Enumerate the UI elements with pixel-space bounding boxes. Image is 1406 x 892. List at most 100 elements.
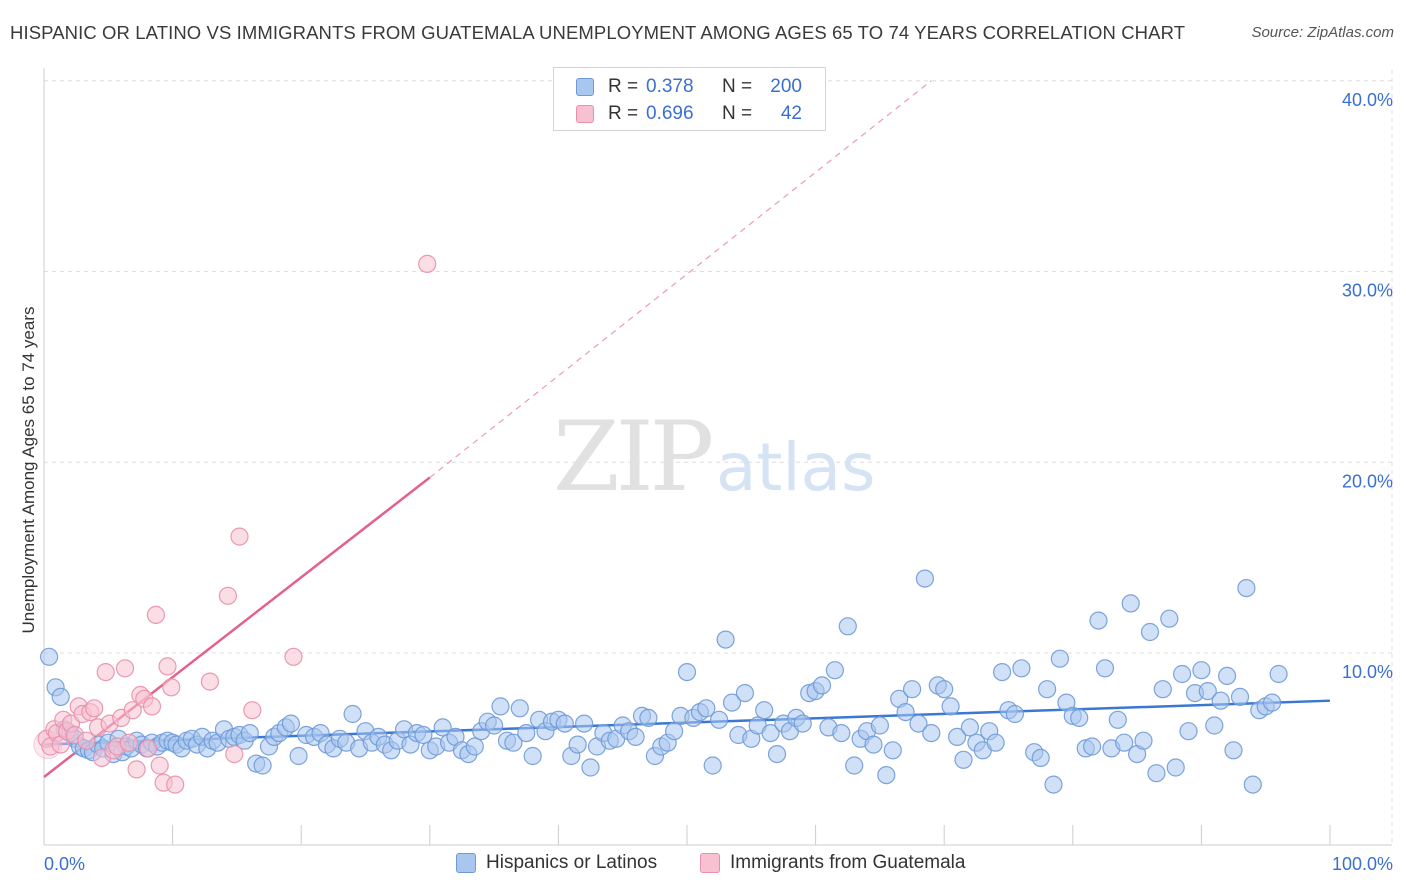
point-hispanics — [1262, 693, 1282, 712]
point-hispanics — [1140, 622, 1160, 642]
source-label: Source: ZipAtlas.com — [1251, 24, 1394, 41]
point-hispanics — [343, 704, 362, 724]
point-hispanics — [639, 708, 658, 728]
point-hispanics — [755, 701, 774, 720]
point-hispanics — [902, 680, 922, 699]
point-hispanics — [845, 756, 864, 775]
point-hispanics — [664, 722, 684, 741]
legend-r-value: 0.696 — [646, 103, 694, 124]
point-hispanics — [1192, 661, 1211, 680]
point-hispanics — [281, 714, 300, 733]
point-hispanics — [1237, 578, 1256, 598]
point-guatemala — [123, 701, 142, 720]
point-hispanics — [832, 723, 851, 743]
point-hispanics — [568, 735, 587, 754]
point-hispanics — [1108, 710, 1127, 729]
point-hispanics — [870, 716, 890, 735]
y-axis-label-wrap: Unemployment Among Ages 65 to 74 years — [14, 290, 44, 650]
bottom-legend-guatemala: Immigrants from Guatemala — [700, 852, 965, 874]
point-hispanics — [1031, 748, 1050, 768]
point-hispanics — [504, 733, 523, 752]
point-hispanics — [947, 727, 967, 747]
point-hispanics — [1089, 611, 1108, 630]
point-hispanics — [812, 676, 832, 695]
point-hispanics — [1166, 758, 1185, 777]
point-guatemala — [85, 699, 104, 718]
point-hispanics — [677, 662, 697, 682]
legend-swatch-blue — [576, 78, 594, 96]
point-hispanics — [716, 630, 735, 649]
point-hispanics — [433, 718, 452, 737]
point-guatemala — [142, 697, 162, 716]
point-hispanics — [240, 723, 259, 743]
chart-title: HISPANIC OR LATINO VS IMMIGRANTS FROM GU… — [10, 22, 1186, 43]
point-hispanics — [735, 683, 755, 703]
point-hispanics — [709, 710, 729, 729]
point-hispanics — [465, 737, 484, 756]
point-hispanics — [414, 725, 433, 745]
point-guatemala — [96, 662, 115, 682]
point-hispanics — [1217, 666, 1237, 686]
point-guatemala — [119, 733, 138, 752]
watermark-atlas: atlas — [716, 429, 876, 506]
y-tick-label: 10.0% — [1342, 662, 1393, 682]
point-hispanics — [289, 746, 308, 766]
bottom-legend-swatch-pink — [700, 853, 720, 873]
point-hispanics — [825, 661, 845, 680]
point-guatemala — [225, 744, 244, 764]
point-hispanics — [1121, 594, 1140, 613]
point-hispanics — [722, 693, 742, 712]
point-hispanics — [1230, 687, 1250, 707]
point-hispanics — [992, 662, 1012, 682]
point-hispanics — [1160, 609, 1179, 628]
point-hispanics — [1044, 775, 1063, 794]
x-tick-label: 100.0% — [1332, 854, 1393, 874]
point-hispanics — [491, 697, 510, 716]
point-hispanics — [39, 647, 59, 666]
point-hispanics — [1269, 664, 1288, 684]
point-hispanics — [1012, 659, 1031, 678]
legend-swatch-pink — [576, 105, 594, 123]
point-hispanics — [935, 680, 954, 699]
y-tick-label: 30.0% — [1342, 281, 1393, 301]
point-hispanics — [838, 617, 857, 636]
point-hispanics — [1082, 737, 1102, 756]
point-hispanics — [517, 723, 536, 743]
point-guatemala — [418, 254, 437, 273]
point-hispanics — [954, 750, 973, 769]
point-hispanics — [877, 765, 896, 785]
point-hispanics — [253, 756, 272, 775]
bottom-legend-label: Hispanics or Latinos — [486, 852, 658, 873]
point-hispanics — [864, 735, 883, 754]
point-hispanics — [510, 699, 529, 718]
y-tick-label: 40.0% — [1342, 90, 1393, 110]
point-hispanics — [883, 741, 902, 760]
data-points — [33, 254, 1288, 794]
point-hispanics — [1243, 775, 1262, 794]
point-hispanics — [697, 699, 716, 718]
legend-n-value: 42 — [780, 103, 802, 124]
point-guatemala — [146, 605, 165, 625]
point-hispanics — [767, 744, 787, 764]
point-hispanics — [1134, 731, 1153, 750]
point-hispanics — [1147, 764, 1166, 783]
point-hispanics — [915, 569, 935, 588]
point-hispanics — [1095, 659, 1115, 678]
point-guatemala — [243, 701, 262, 720]
correlation-legend: R = 0.378 N = 200 R = 0.696 N = 42 — [553, 67, 826, 131]
legend-r-label: R = — [608, 103, 639, 124]
point-guatemala — [218, 586, 237, 605]
legend-n-label: N = — [722, 103, 753, 124]
legend-row-guatemala: R = 0.696 N = 42 — [576, 101, 802, 127]
point-hispanics — [896, 702, 915, 722]
point-hispanics — [523, 746, 542, 766]
point-guatemala — [150, 756, 169, 775]
point-hispanics — [51, 687, 70, 707]
point-hispanics — [793, 714, 812, 733]
point-hispanics — [941, 697, 960, 716]
axes — [43, 68, 1392, 846]
point-guatemala — [115, 659, 135, 678]
legend-row-hispanics: R = 0.378 N = 200 — [576, 74, 802, 100]
point-guatemala — [230, 527, 249, 546]
grid-lines — [44, 70, 1393, 845]
